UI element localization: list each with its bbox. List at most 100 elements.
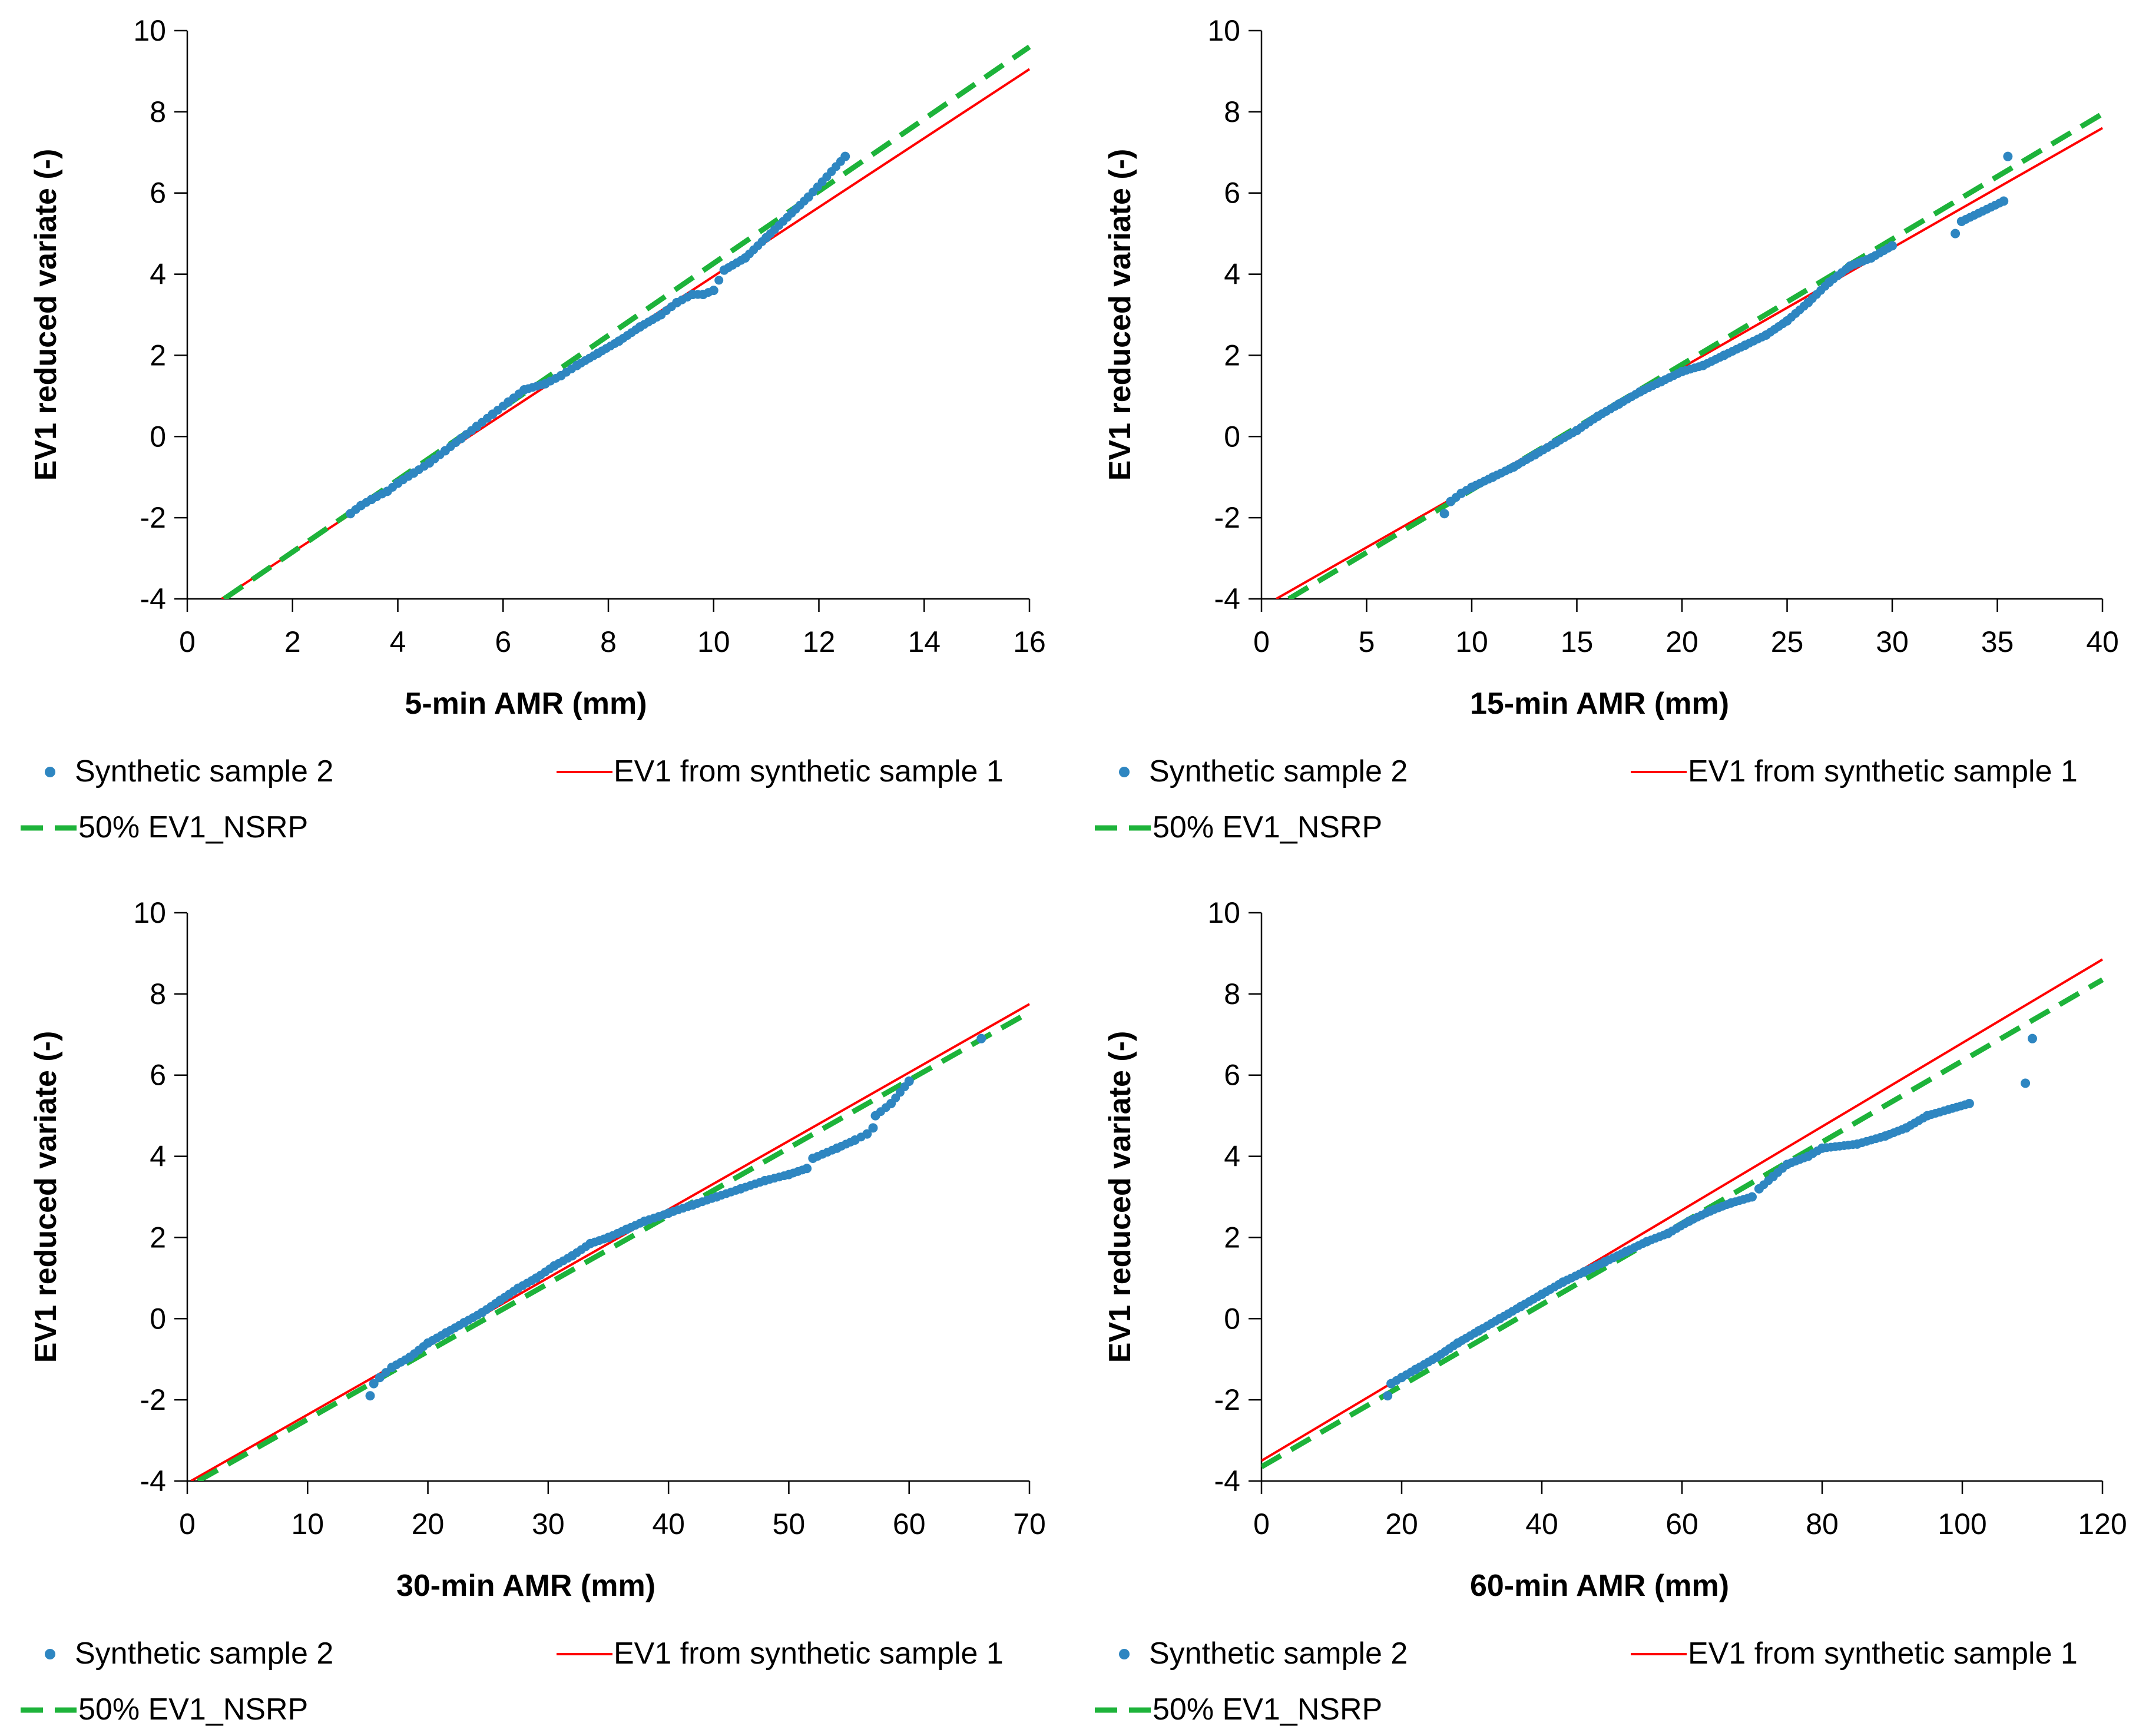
data-point	[868, 1123, 878, 1133]
y-tick-label: -2	[1214, 1383, 1240, 1416]
ev1-red-line	[190, 1003, 1030, 1481]
legend-label-red: EV1 from synthetic sample 1	[1688, 1636, 2078, 1671]
x-tick-label: 60	[1665, 1508, 1698, 1540]
y-tick-label: 0	[150, 1302, 166, 1335]
y-axis-title: EV1 reduced variate (-)	[29, 1031, 63, 1363]
legend-label-green: 50% EV1_NSRP	[78, 810, 308, 844]
legend-label-scatter: Synthetic sample 2	[1149, 754, 1408, 789]
data-point	[2003, 151, 2013, 161]
x-tick-label: 4	[390, 625, 406, 658]
data-point	[365, 1391, 375, 1401]
legend-label-scatter: Synthetic sample 2	[1149, 1636, 1408, 1671]
x-tick-label: 50	[773, 1508, 806, 1540]
x-tick-label: 5	[1359, 625, 1375, 658]
y-axis-title: EV1 reduced variate (-)	[1103, 1031, 1137, 1363]
y-tick-label: 4	[150, 258, 166, 291]
data-point	[1999, 196, 2009, 206]
plot-area	[220, 44, 1031, 599]
plot-area	[1275, 111, 2104, 599]
ev1-red-line	[1275, 127, 2103, 599]
x-tick-label: 0	[179, 1508, 196, 1540]
y-tick-label: 2	[150, 339, 166, 372]
data-point	[1964, 1098, 1974, 1108]
x-tick-label: 60	[893, 1508, 926, 1540]
nsrp-green-dashed-line	[197, 1009, 1031, 1481]
data-point	[976, 1033, 986, 1043]
legend-label-red: EV1 from synthetic sample 1	[614, 1636, 1004, 1671]
legend-label-red: EV1 from synthetic sample 1	[1688, 754, 2078, 789]
x-tick-label: 20	[412, 1508, 445, 1540]
y-tick-label: 4	[1224, 1140, 1240, 1173]
legend-marker-scatter	[45, 1649, 55, 1659]
x-axis-title: 30-min AMR (mm)	[396, 1569, 655, 1603]
x-tick-label: 15	[1561, 625, 1594, 658]
y-tick-label: 6	[1224, 177, 1240, 210]
x-tick-label: 10	[1455, 625, 1488, 658]
y-tick-label: 0	[150, 420, 166, 453]
legend-label-scatter: Synthetic sample 2	[75, 1636, 333, 1671]
x-axis-title: 5-min AMR (mm)	[405, 687, 647, 721]
x-tick-label: 100	[1938, 1508, 1986, 1540]
x-tick-label: 70	[1013, 1508, 1046, 1540]
x-tick-label: 80	[1806, 1508, 1839, 1540]
x-tick-label: 25	[1771, 625, 1804, 658]
x-tick-label: 14	[908, 625, 941, 658]
legend-label-green: 50% EV1_NSRP	[1153, 810, 1382, 844]
y-tick-label: 8	[150, 95, 166, 128]
data-point	[714, 276, 724, 285]
legend: Synthetic sample 2 EV1 from synthetic sam…	[21, 754, 1004, 844]
y-tick-label: -4	[1214, 1465, 1240, 1498]
plot-area	[190, 1003, 1031, 1481]
y-tick-label: 8	[150, 978, 166, 1011]
y-axis-title: EV1 reduced variate (-)	[29, 149, 63, 481]
y-tick-label: 10	[133, 896, 166, 929]
x-tick-label: 6	[495, 625, 511, 658]
y-axis-title: EV1 reduced variate (-)	[1103, 149, 1137, 481]
data-point	[1439, 509, 1449, 519]
x-tick-label: 2	[284, 625, 301, 658]
nsrp-green-dashed-line	[223, 44, 1031, 599]
y-tick-label: 2	[1224, 339, 1240, 372]
y-tick-label: 4	[150, 1140, 166, 1173]
data-point	[708, 286, 718, 296]
data-point	[381, 1368, 390, 1377]
legend-marker-scatter	[45, 767, 55, 777]
data-point	[369, 1379, 379, 1389]
legend-label-scatter: Synthetic sample 2	[75, 754, 333, 789]
y-tick-label: -4	[140, 1465, 166, 1498]
y-tick-label: 6	[1224, 1059, 1240, 1092]
y-tick-label: 6	[150, 1059, 166, 1092]
x-tick-label: 16	[1013, 625, 1046, 658]
x-tick-label: 20	[1385, 1508, 1418, 1540]
data-point	[802, 1164, 812, 1174]
legend-marker-scatter	[1119, 1649, 1130, 1659]
y-tick-label: 10	[1207, 896, 1240, 929]
y-tick-label: -2	[140, 1383, 166, 1416]
x-tick-label: 40	[652, 1508, 685, 1540]
data-point	[1747, 1192, 1757, 1202]
legend-label-red: EV1 from synthetic sample 1	[614, 754, 1004, 789]
legend: Synthetic sample 2 EV1 from synthetic sam…	[21, 1636, 1004, 1727]
y-tick-label: 2	[1224, 1221, 1240, 1254]
nsrp-green-dashed-line	[1287, 111, 2104, 599]
data-point	[1888, 241, 1897, 251]
data-point	[1951, 228, 1961, 238]
y-tick-label: -2	[1214, 501, 1240, 534]
x-axis-title: 60-min AMR (mm)	[1470, 1569, 1729, 1603]
x-tick-label: 120	[2078, 1508, 2127, 1540]
x-tick-label: 0	[179, 625, 196, 658]
y-tick-label: 8	[1224, 95, 1240, 128]
chart-panel-1: -4 -2 0 2 4 6 8 10 0 2 4 6 8 10 12 14 16 5-min AMR (mm) EV…	[21, 14, 1046, 844]
legend-marker-scatter	[1119, 767, 1130, 777]
data-point	[862, 1129, 872, 1139]
y-tick-label: 6	[150, 177, 166, 210]
x-tick-label: 30	[1876, 625, 1909, 658]
x-tick-label: 12	[803, 625, 836, 658]
data-point	[840, 151, 850, 161]
x-tick-label: 35	[1981, 625, 2014, 658]
x-tick-label: 8	[600, 625, 617, 658]
x-axis-title: 15-min AMR (mm)	[1470, 687, 1729, 721]
data-point	[2028, 1033, 2037, 1043]
